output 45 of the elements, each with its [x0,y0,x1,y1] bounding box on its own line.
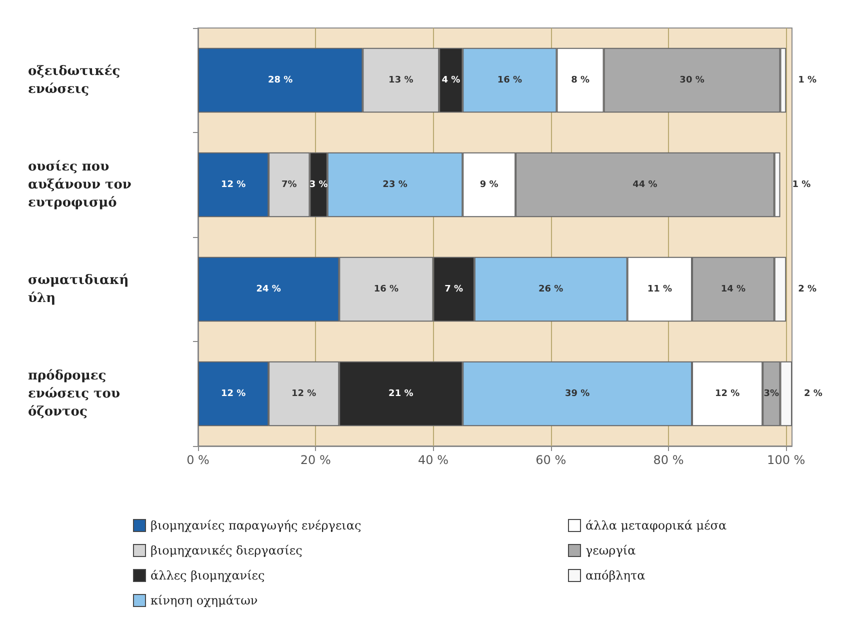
legend-label: βιομηχανίες παραγωγής ενέργειας [150,518,362,532]
legend-label: βιομηχανικές διεργασίες [150,544,303,558]
data-label: 26 % [538,284,564,294]
y-tick-label: ουσίες που αυξάνουν τον ευτροφισμό [28,159,132,210]
data-label: 28 % [268,75,293,86]
x-tick-label: 40 % [418,453,448,467]
data-label: 1 % [792,180,811,190]
data-label: 16 % [374,284,399,294]
data-label: 30 % [680,75,704,86]
data-label: 39 % [564,388,590,399]
y-tick-label: οξειδωτικές ενώσεις [28,64,120,97]
data-label: 7 % [444,284,464,294]
data-label: 12 % [220,388,246,399]
legend-label: άλλες βιομηχανίες [150,568,266,582]
data-label: 11 % [647,284,672,294]
data-label: 3 % [309,180,328,190]
data-label: 2 % [798,284,817,294]
x-tick-label: 100 % [767,453,806,467]
x-tick-label: 0 % [186,453,210,467]
y-tick-label: πρόδρομες ενώσεις του όζοντος [28,368,120,420]
data-label: 44 % [632,180,658,190]
data-label: 14 % [720,284,746,294]
data-label: 16 % [497,75,522,86]
legend-label: γεωργία [586,544,636,558]
data-label: 8 % [571,75,590,86]
data-label: 13 % [388,75,414,86]
data-label: 7% [282,180,297,190]
legend-label: απόβλητα [586,568,646,582]
y-tick-label: σωματιδιακή ύλη [28,272,129,306]
x-tick-label: 20 % [300,453,331,467]
legend-label: κίνηση οχημάτων [150,594,258,608]
data-label: 12 % [292,388,316,399]
data-label: 1 % [798,75,817,86]
x-tick-label: 80 % [653,453,684,467]
data-label: 3% [764,388,780,399]
data-label: 21 % [388,388,414,399]
data-label: 12 % [714,388,740,399]
data-label: 24 % [256,284,281,294]
legend-label: άλλα μεταφορικά μέσα [586,518,727,532]
x-tick-label: 60 % [536,453,566,467]
data-label: 23 % [382,180,408,190]
data-label: 4 % [442,75,460,86]
data-label: 2 % [804,388,822,399]
data-label: 9 % [480,180,498,190]
data-label: 12 % [220,180,246,190]
